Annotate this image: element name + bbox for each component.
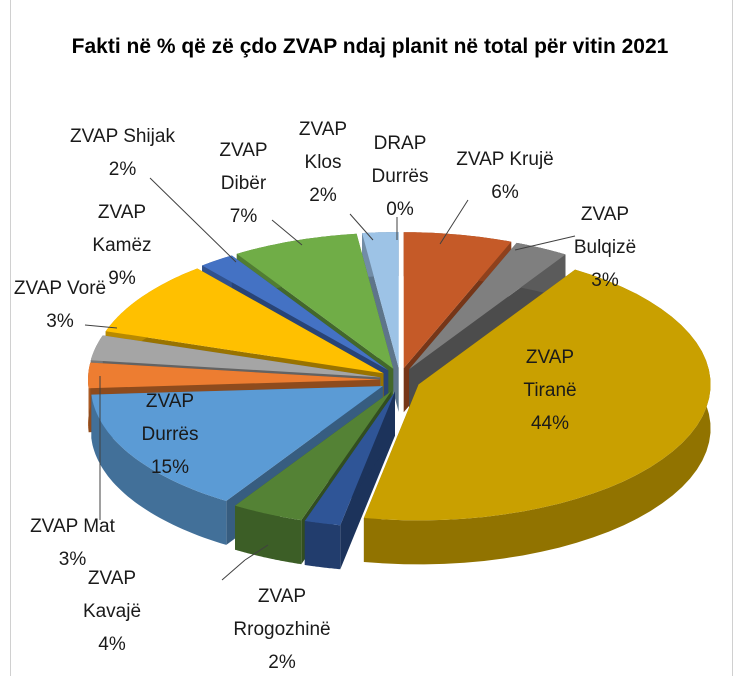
value-label: 3% — [591, 270, 619, 291]
category-label: ZVAP Shijak — [70, 126, 175, 147]
value-label: 3% — [58, 549, 87, 570]
data-label: ZVAP Vorë 3% — [10, 272, 110, 338]
leader-line — [271, 219, 303, 246]
frame — [10, 0, 733, 676]
leader-line — [149, 177, 237, 263]
category-label: ZVAP Vorë — [13, 278, 107, 299]
slice-side — [91, 394, 227, 545]
leader-line — [514, 235, 576, 251]
slice — [88, 362, 380, 389]
category-label: ZVAP Klos — [298, 119, 348, 173]
value-label: 6% — [491, 182, 519, 203]
category-label: ZVAP Dibër — [219, 140, 268, 194]
slice — [235, 390, 392, 521]
value-label: 0% — [386, 199, 414, 220]
slice — [363, 269, 711, 521]
chart-title: Fakti në % që zë çdo ZVAP ndaj planit në… — [71, 35, 669, 58]
value-label: 9% — [108, 268, 136, 289]
value-label: 44% — [530, 413, 570, 434]
value-label: 15% — [150, 457, 190, 478]
category-label: ZVAP Krujë — [456, 149, 554, 170]
slice — [236, 233, 394, 369]
category-label: ZVAP Kamëz — [92, 202, 152, 256]
slice — [91, 386, 383, 501]
slice — [202, 255, 389, 371]
data-label: ZVAP Rrogozhinë 2% — [222, 580, 342, 676]
slice — [403, 232, 512, 369]
data-label: ZVAP Kavajë 4% — [62, 562, 162, 661]
slice-side — [235, 505, 302, 565]
slice-side — [304, 521, 341, 570]
slice — [409, 242, 566, 370]
data-label: ZVAP Kamëz 9% — [72, 196, 172, 295]
value-label: 2% — [108, 159, 137, 180]
category-label: ZVAP Bulqizë — [573, 204, 637, 258]
leader-line — [221, 559, 246, 581]
value-label: 7% — [229, 206, 258, 227]
value-label: 2% — [268, 652, 296, 673]
slice — [90, 335, 381, 378]
data-label: ZVAP Krujë 6% — [430, 143, 580, 209]
leader-line — [439, 199, 469, 245]
data-label: ZVAP Klos 2% — [278, 113, 368, 212]
category-label: ZVAP Durrës — [141, 391, 199, 445]
data-label: ZVAP Tiranë 44% — [500, 341, 600, 440]
slice-side — [363, 269, 711, 565]
leader-line — [84, 324, 118, 329]
leader-line — [349, 213, 374, 241]
value-label: 2% — [309, 185, 337, 206]
data-label: DRAP Durrës 0% — [355, 127, 445, 226]
category-label: ZVAP Tiranë — [523, 347, 577, 401]
slice — [362, 232, 399, 368]
data-label: ZVAP Mat 3% — [0, 510, 145, 576]
value-label: 4% — [98, 634, 126, 655]
leader-line — [244, 544, 269, 561]
category-label: DRAP Durrës — [371, 133, 429, 187]
slice — [105, 268, 384, 374]
value-label: 3% — [46, 311, 74, 332]
category-label: ZVAP Kavajë — [82, 568, 142, 622]
data-label: ZVAP Bulqizë 3% — [560, 198, 650, 297]
data-label: ZVAP Dibër 7% — [196, 134, 291, 233]
category-label: ZVAP Rrogozhinë — [233, 586, 331, 640]
data-label: ZVAP Shijak 2% — [55, 120, 190, 186]
data-label: ZVAP Durrës 15% — [115, 385, 225, 484]
category-label: ZVAP Mat — [30, 516, 115, 537]
slice — [304, 391, 395, 526]
